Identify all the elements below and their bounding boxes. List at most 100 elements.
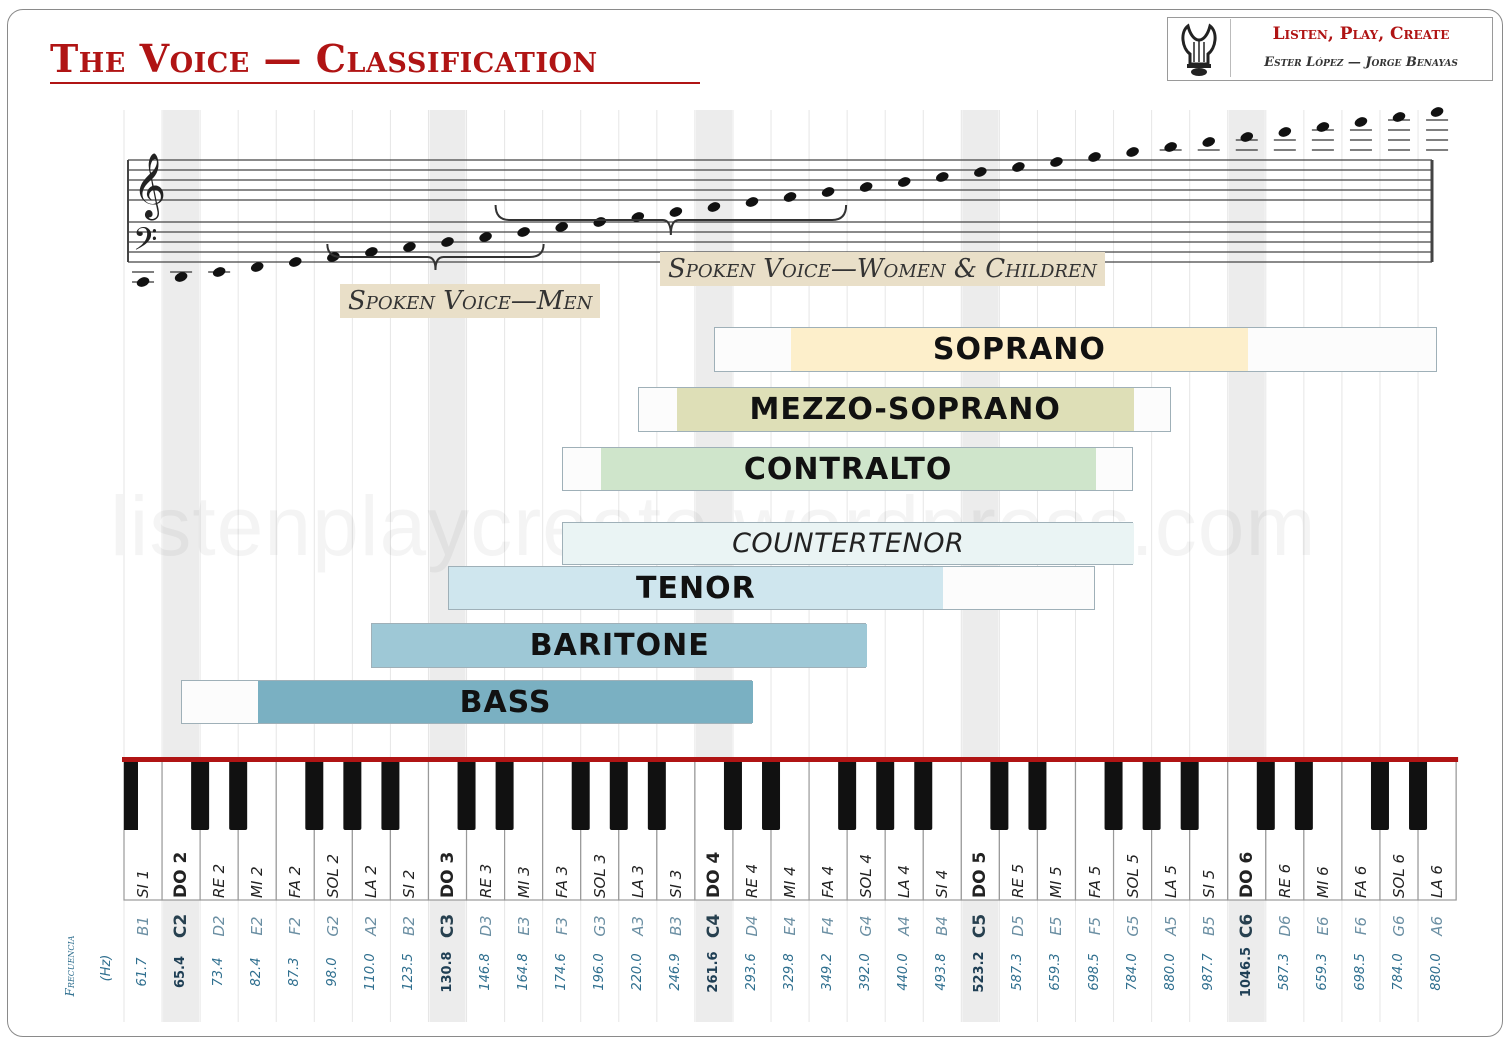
- staff-note: [250, 262, 264, 272]
- frequency-label: 61.7: [135, 957, 151, 987]
- voice-range-soprano: SOPRANO: [713, 327, 1438, 372]
- frequency-label: 246.9: [667, 953, 683, 991]
- frequency-label: 698.5: [1352, 953, 1368, 991]
- lyre-icon: [1181, 23, 1217, 76]
- voice-range-mezzo-soprano: MEZZO-SOPRANO: [637, 387, 1171, 432]
- frequency-label: 87.3: [287, 957, 303, 987]
- staff-note: [136, 277, 150, 287]
- voice-core-range: [791, 328, 1248, 371]
- frequency-label: 587.3: [1276, 953, 1292, 991]
- frequency-label: 349.2: [820, 953, 836, 991]
- frequency-unit: (Hz): [99, 954, 114, 982]
- frequency-label: 98.0: [325, 957, 341, 987]
- voice-core-range: [372, 624, 868, 667]
- spoken-men-brace: [326, 243, 545, 271]
- frequency-label: 196.0: [591, 953, 607, 991]
- staff-note: [1430, 107, 1444, 117]
- staff-note: [859, 182, 873, 192]
- voice-core-range: [258, 681, 753, 723]
- voice-range-tenor: TENOR: [447, 566, 1095, 610]
- frequency-label: 659.3: [1048, 953, 1064, 991]
- staff-note: [1164, 142, 1177, 152]
- staff-note: [212, 267, 226, 277]
- frequency-label: 220.0: [629, 953, 645, 991]
- staff-note: [1240, 132, 1254, 142]
- staff-note: [174, 272, 188, 282]
- logo-authors: Ester López — Jorge Benayas: [1264, 55, 1458, 70]
- black-key: [838, 760, 857, 830]
- voice-core-range: [676, 388, 1134, 431]
- frequency-label: 698.5: [1086, 953, 1102, 991]
- frequency-label: 261.6: [705, 951, 721, 993]
- staff-note: [441, 237, 454, 247]
- voice-core-range: [448, 567, 944, 609]
- black-key: [1256, 760, 1275, 830]
- staff-note: [1316, 122, 1330, 132]
- spoken-voice-women-label: Spoken Voice—Women & Children: [660, 252, 1105, 286]
- staff-note: [707, 202, 721, 212]
- voice-name-label: SOPRANO: [932, 332, 1106, 367]
- logo-title: Listen, Play, Create: [1272, 24, 1450, 44]
- frequency-label: 523.2: [972, 951, 988, 993]
- staff-note: [517, 227, 530, 237]
- page-title: The Voice — Classification: [50, 36, 598, 81]
- staff-note: [479, 232, 492, 242]
- voice-range-baritone: BARITONE: [371, 623, 868, 668]
- black-key: [1104, 760, 1123, 830]
- black-key: [1180, 760, 1199, 830]
- staff-note: [745, 197, 759, 207]
- logo-separator: [1230, 19, 1231, 77]
- staff-note: [936, 172, 949, 182]
- black-key: [1294, 760, 1313, 830]
- black-key: [457, 760, 476, 830]
- frequency-label: 784.0: [1391, 953, 1406, 991]
- black-key: [609, 760, 628, 830]
- voice-name-label: CONTRALTO: [743, 451, 953, 487]
- black-key: [647, 760, 666, 830]
- black-key: [762, 760, 781, 830]
- staff-note: [1278, 127, 1292, 137]
- frequency-label: 329.8: [782, 953, 798, 991]
- frequency-label: 392.0: [858, 953, 874, 991]
- staff-note: [1354, 117, 1368, 127]
- voice-range-contralto: CONTRALTO: [561, 447, 1133, 491]
- frequency-label: 164.8: [515, 953, 531, 991]
- frequency-label: 784.0: [1124, 953, 1140, 991]
- staff-note: [365, 247, 378, 257]
- frequency-title: Frecuencia: [63, 935, 77, 997]
- staff-note: [974, 167, 987, 177]
- staff-note: [1050, 157, 1063, 167]
- black-key: [1370, 760, 1389, 830]
- voice-name-label: TENOR: [636, 570, 756, 606]
- black-key: [914, 760, 933, 830]
- black-key: [343, 760, 362, 830]
- black-key: [124, 760, 138, 830]
- black-key: [381, 760, 400, 830]
- black-key: [723, 760, 742, 830]
- treble-clef-icon: 𝄞: [133, 153, 166, 220]
- frequency-label: 659.3: [1314, 953, 1330, 991]
- frequency-label: 440.0: [896, 953, 912, 991]
- frequency-label: 123.5: [401, 953, 417, 991]
- voice-name-label: BARITONE: [529, 628, 710, 663]
- title-underline: [50, 82, 700, 84]
- frequency-label: 587.3: [1010, 953, 1026, 991]
- frequency-label: 146.8: [477, 953, 493, 991]
- staff-note: [1012, 162, 1025, 172]
- voice-core-range: [600, 448, 1096, 490]
- staff-note: [289, 257, 302, 267]
- frequency-label: 73.4: [211, 957, 227, 987]
- staff-note: [1126, 147, 1139, 157]
- bass-clef-icon: 𝄢: [133, 221, 157, 265]
- staff-note: [403, 242, 416, 252]
- frequency-label: 110.0: [363, 953, 379, 991]
- black-key: [305, 760, 324, 830]
- voice-name-label: MEZZO-SOPRANO: [749, 392, 1061, 427]
- staff-note: [1392, 112, 1406, 122]
- frequency-label: 1046.5: [1238, 946, 1254, 998]
- frequency-label: 493.8: [934, 953, 950, 991]
- frequency-label: 880.0: [1162, 953, 1178, 991]
- staff-note: [669, 207, 683, 217]
- voice-name-label: BASS: [459, 684, 552, 720]
